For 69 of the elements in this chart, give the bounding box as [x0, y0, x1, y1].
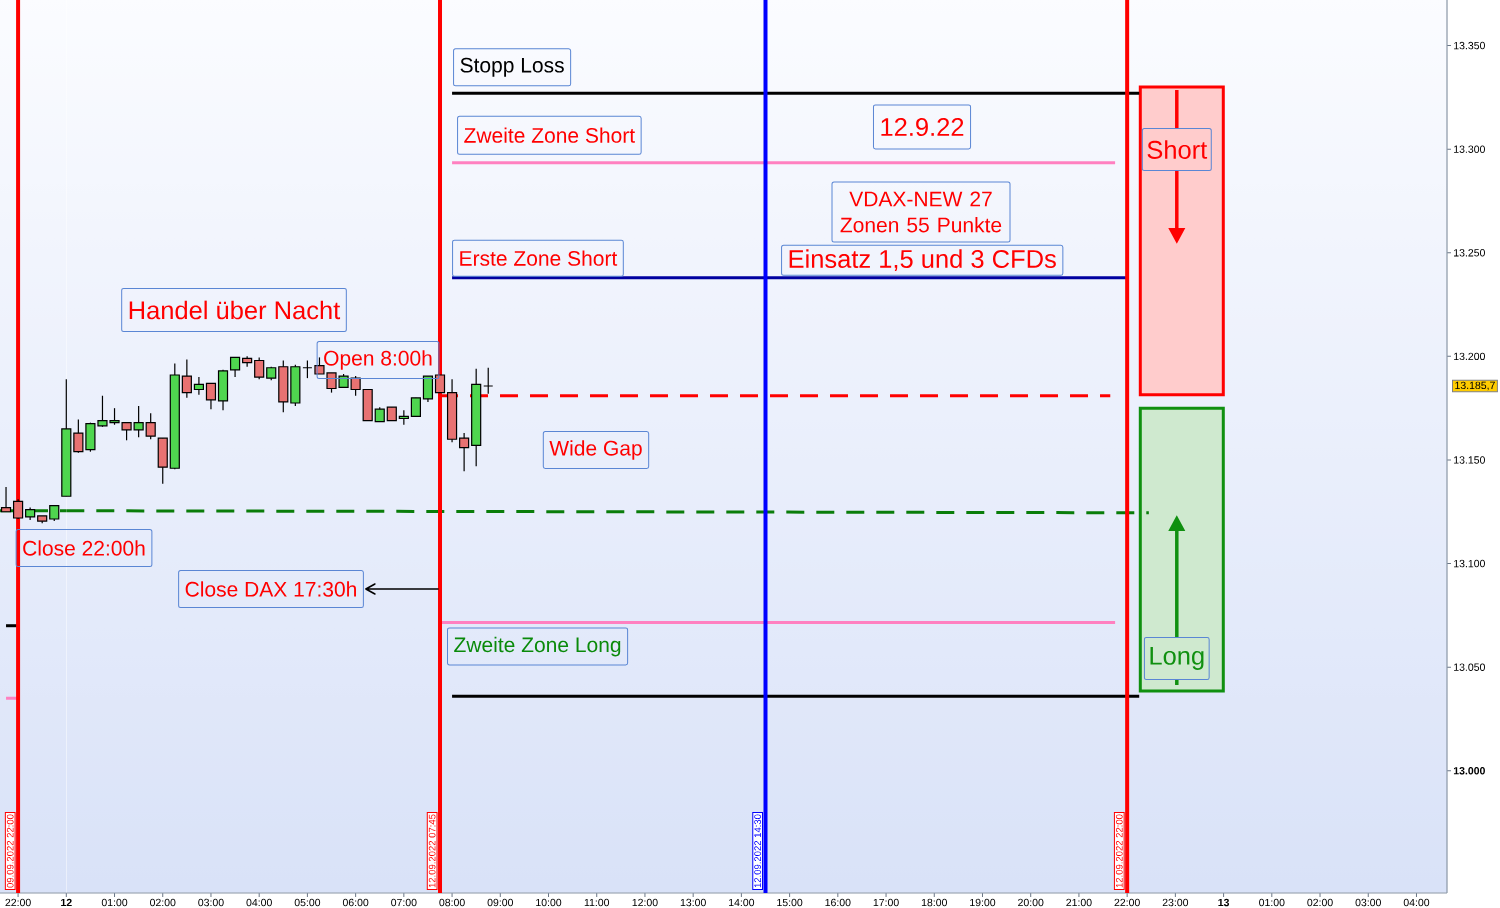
candlestick	[205, 382, 217, 410]
annotation: Einsatz 1,5 und 3 CFDs	[789, 249, 1056, 271]
y-tick-label: 13.200	[1454, 352, 1485, 361]
candlestick	[242, 355, 253, 368]
x-tick-label: 12	[61, 898, 72, 907]
annotation: Zweite Zone Short	[464, 127, 635, 143]
annotation: Handel über Nacht	[129, 300, 341, 320]
ref-line-label: 12.09.2022 07:45	[428, 814, 436, 888]
x-tick-label: 23:00	[1162, 898, 1189, 907]
y-tick-label: 13.300	[1454, 145, 1485, 153]
ref-line-label: 09.09.2022 22:00	[6, 814, 14, 888]
x-tick-label: 18:00	[921, 898, 947, 907]
annotation: Close DAX 17:30h	[185, 581, 356, 597]
candlestick	[229, 356, 241, 378]
x-tick-label: 22:00	[5, 898, 31, 907]
x-tick-label: 15:00	[777, 898, 803, 907]
candlestick	[181, 358, 192, 399]
x-tick-label: 10:00	[536, 898, 562, 907]
x-tick-label: 16:00	[825, 898, 851, 907]
candlestick	[483, 367, 494, 395]
y-tick-label: 13.100	[1454, 559, 1485, 568]
candlestick	[422, 375, 434, 403]
x-tick-label: 20:00	[1018, 898, 1044, 907]
annotation: Close 22:00h	[23, 540, 145, 556]
y-tick-label: 13.350	[1454, 41, 1485, 50]
x-tick-label: 08:00	[439, 898, 465, 907]
y-tick-label: 13.000	[1453, 767, 1485, 775]
annotation: Wide Gap	[549, 440, 642, 460]
x-tick-label: 03:00	[1355, 898, 1381, 907]
series-label: Short	[1147, 140, 1208, 159]
x-tick-label: 02:00	[1307, 898, 1333, 907]
x-tick-label: 12:00	[632, 898, 658, 907]
candlestick	[193, 376, 205, 396]
annotation: 12.9.22	[881, 117, 964, 137]
x-tick-label: 17:00	[873, 898, 899, 907]
candlestick	[459, 432, 470, 472]
candlestick	[410, 397, 421, 418]
candlestick	[0, 486, 12, 513]
x-tick-label: 22:00	[1114, 898, 1140, 907]
x-tick-label: 03:00	[198, 898, 224, 907]
series-label: Long	[1150, 647, 1204, 670]
annotation: VDAX-NEW 27 Zonen 55 Punkte	[840, 191, 1002, 233]
y-tick-label: 13.050	[1454, 663, 1485, 671]
annotation: Erste Zone Short	[460, 250, 618, 266]
text: 13.185,7	[1455, 381, 1495, 391]
x-tick-label: 04:00	[1403, 898, 1430, 907]
x-tick-label: 19:00	[970, 898, 996, 907]
y-tick-label: 13.250	[1454, 249, 1485, 257]
x-tick-label: 14:00	[729, 898, 755, 907]
x-tick-label: 21:00	[1066, 898, 1092, 907]
x-tick-label: 06:00	[342, 898, 369, 907]
x-tick-label: 13:00	[680, 898, 706, 907]
annotation: Stopp Loss	[460, 57, 564, 77]
ref-line-label: 12.09.2022 22:00	[1115, 814, 1123, 888]
x-tick-label: 01:00	[1259, 898, 1285, 907]
annotation: Open 8:00h	[324, 350, 432, 370]
x-tick-label: 09:00	[487, 898, 514, 907]
y-tick-label: 13.150	[1454, 456, 1485, 464]
ref-line-label: 12.09.2022 14:30	[754, 814, 761, 888]
x-tick-label: 13	[1218, 898, 1230, 907]
x-tick-label: 07:00	[391, 898, 417, 907]
x-tick-label: 05:00	[294, 898, 321, 907]
candlestick	[145, 412, 156, 440]
x-tick-label: 11:00	[584, 898, 610, 907]
candlestick	[254, 356, 265, 380]
x-tick-label: 04:00	[246, 898, 272, 907]
x-tick-label: 01:00	[101, 898, 128, 907]
annotation: Zweite Zone Long	[454, 636, 621, 657]
x-tick-label: 02:00	[150, 898, 176, 907]
